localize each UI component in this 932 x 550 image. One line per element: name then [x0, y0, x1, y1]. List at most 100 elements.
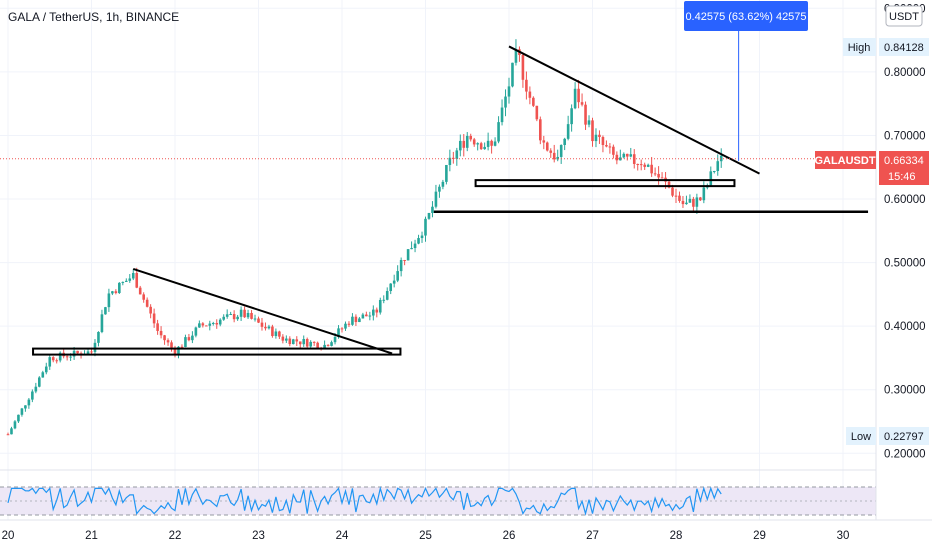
- candle-body: [681, 200, 685, 205]
- candle-body: [511, 62, 514, 87]
- candle-body: [48, 357, 52, 367]
- candle-body: [152, 313, 156, 324]
- candle-body: [573, 88, 577, 109]
- candle-body: [427, 212, 431, 219]
- candle-body: [340, 328, 344, 330]
- candle-body: [100, 314, 104, 332]
- candle-body: [417, 238, 420, 244]
- support-zone[interactable]: [474, 179, 736, 188]
- candle-body: [34, 386, 38, 392]
- candle-body: [257, 318, 260, 323]
- low-marker: Low 0.22797: [846, 427, 929, 445]
- time-tick-label: 30: [837, 530, 850, 542]
- trendline-drawings[interactable]: [32, 45, 869, 356]
- descending-trendline[interactable]: [508, 45, 760, 175]
- candle-body: [274, 331, 278, 337]
- candle-body: [368, 315, 372, 317]
- candle-body: [337, 328, 340, 337]
- candle-body: [159, 330, 163, 336]
- candle-body: [632, 154, 636, 164]
- candle-body: [507, 86, 511, 97]
- currency-badge[interactable]: USDT: [885, 5, 923, 27]
- high-label: High: [848, 42, 871, 54]
- candle-body: [486, 140, 490, 147]
- candle-body: [653, 173, 657, 175]
- candle-body: [493, 141, 497, 146]
- candle-body: [619, 157, 622, 161]
- candle-body: [218, 319, 222, 325]
- candle-body: [264, 326, 267, 329]
- candle-body: [31, 391, 34, 400]
- candle-body: [420, 235, 424, 239]
- candle-body: [191, 335, 194, 341]
- candle-body: [629, 154, 633, 157]
- candle-body: [424, 218, 427, 236]
- candle-body: [462, 140, 466, 148]
- candle-body: [326, 344, 330, 346]
- candle-body: [605, 145, 608, 147]
- candle-body: [312, 341, 316, 343]
- candle-body: [285, 338, 288, 341]
- price-axis[interactable]: 0.900000.800000.700000.600000.500000.400…: [884, 3, 926, 460]
- candle-body: [194, 327, 198, 336]
- candle-body: [124, 280, 128, 282]
- price-tick-label: 0.50000: [884, 258, 926, 270]
- candle-body: [438, 186, 441, 192]
- candle-body: [584, 104, 587, 125]
- candle-body: [598, 134, 601, 138]
- candle-body: [302, 339, 306, 345]
- candle-body: [211, 322, 215, 324]
- candle-body: [58, 352, 62, 361]
- candle-body: [528, 91, 532, 98]
- candle-body: [389, 283, 393, 292]
- candle-body: [298, 341, 302, 345]
- candle-body: [580, 102, 584, 105]
- candle-body: [184, 337, 187, 348]
- high-marker: High 0.84128: [843, 38, 929, 56]
- candle-body: [566, 124, 570, 139]
- candle-body: [539, 119, 542, 141]
- candle-body: [431, 206, 434, 213]
- candle-body: [591, 120, 594, 142]
- candle-body: [166, 340, 170, 343]
- candle-body: [20, 408, 24, 415]
- candle-body: [625, 153, 629, 157]
- candle-body: [104, 307, 107, 315]
- candle-body: [55, 360, 59, 362]
- time-axis[interactable]: 20 21 22 23 24 25 26 27 28 29 30: [2, 530, 850, 542]
- time-tick-label: 24: [336, 530, 349, 542]
- time-tick-label: 21: [85, 530, 98, 542]
- candle-body: [246, 312, 250, 318]
- candle-body: [198, 323, 201, 328]
- candle-body: [205, 325, 208, 327]
- candle-body: [145, 299, 149, 307]
- candle-body: [163, 335, 166, 341]
- candle-body: [323, 344, 326, 349]
- descending-trendline[interactable]: [132, 267, 393, 355]
- candle-body: [121, 281, 125, 283]
- candle-body: [650, 164, 653, 174]
- candle-body: [636, 163, 640, 165]
- candle-body: [657, 173, 660, 178]
- candle-body: [403, 260, 406, 262]
- support-zone[interactable]: [32, 347, 402, 356]
- currency-label: USDT: [889, 11, 919, 23]
- candle-body: [542, 140, 546, 143]
- candle-body: [281, 336, 285, 341]
- measure-tool-label[interactable]: 0.42575 (63.62%) 42575: [684, 1, 808, 31]
- candle-body: [399, 260, 403, 272]
- candle-body: [643, 164, 646, 167]
- candle-body: [131, 272, 135, 279]
- symbol-title[interactable]: GALA / TetherUS, 1h, BINANCE: [8, 10, 180, 24]
- price-tick-label: 0.60000: [884, 194, 926, 206]
- candle-body: [719, 155, 723, 162]
- candle-body: [448, 157, 452, 165]
- candle-body: [291, 339, 295, 345]
- candle-body: [622, 153, 626, 158]
- candle-body: [6, 434, 10, 436]
- candle-body: [97, 331, 100, 343]
- rsi-line: [7, 486, 722, 516]
- candle-body: [260, 322, 264, 327]
- last-price-text: 0.66334: [884, 155, 924, 167]
